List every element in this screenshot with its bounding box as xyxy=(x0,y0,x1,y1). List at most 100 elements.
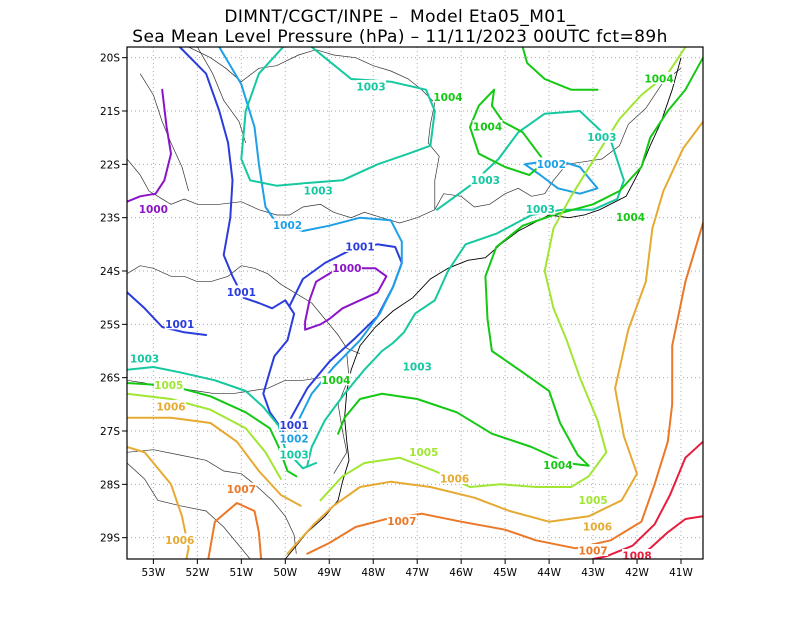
coastline xyxy=(284,57,682,559)
y-axis: 20S 21S 22S 23S 24S 25S 26S 27S 28S 29S xyxy=(100,53,127,545)
contour-label-bg xyxy=(386,514,417,527)
x-tick-label: 50W xyxy=(273,567,297,579)
contour-label-bg xyxy=(536,157,567,170)
contour-label-bg xyxy=(472,120,503,132)
contour-label-bg xyxy=(622,549,653,561)
contour-label-bg xyxy=(586,130,617,143)
contour-label: 1003 xyxy=(403,362,432,374)
contour-label-bg xyxy=(226,285,257,298)
contour-label: 1007 xyxy=(227,484,256,496)
contour-label: 1007 xyxy=(578,546,607,558)
state-border xyxy=(197,47,247,144)
y-tick-label: 23S xyxy=(100,213,120,225)
contour-label: 1004 xyxy=(644,74,673,86)
x-tick-label: 45W xyxy=(493,567,517,579)
contour-label-bg xyxy=(320,373,351,386)
contour-label: 1006 xyxy=(165,535,194,547)
contour-label: 1002 xyxy=(273,220,302,232)
state-border xyxy=(434,68,682,210)
contour-label: 1007 xyxy=(387,516,416,528)
contour-label: 1003 xyxy=(130,354,159,366)
contour-label-bg xyxy=(402,360,433,372)
contour-label-bg xyxy=(155,400,186,412)
x-tick-label: 42W xyxy=(625,567,649,579)
contour-1002 xyxy=(218,47,403,438)
contour-1003 xyxy=(306,110,625,467)
x-tick-label: 44W xyxy=(537,567,561,579)
contour-1006 xyxy=(286,120,703,555)
contour-1004 xyxy=(469,88,546,176)
y-tick-label: 20S xyxy=(100,53,120,65)
contour-label: 1002 xyxy=(279,434,308,446)
contour-label-bg xyxy=(542,458,573,471)
contour-label: 1001 xyxy=(279,420,308,432)
contour-label: 1005 xyxy=(578,495,607,507)
contour-1001 xyxy=(178,47,403,432)
contour-label: 1003 xyxy=(587,132,616,144)
x-tick-label: 46W xyxy=(449,567,473,579)
contour-label: 1005 xyxy=(154,380,183,392)
x-tick-label: 41W xyxy=(669,567,693,579)
contour-1002 xyxy=(523,160,599,195)
contour-label: 1001 xyxy=(345,242,374,254)
contour-label: 1004 xyxy=(616,212,645,224)
contour-label: 1003 xyxy=(471,175,500,187)
x-tick-label: 53W xyxy=(142,567,166,579)
contour-label: 1003 xyxy=(279,450,308,462)
contour-1006 xyxy=(127,416,302,507)
contour-label-bg xyxy=(272,218,303,231)
contour-label-bg xyxy=(578,544,609,556)
contour-labels: 1000 1000 1001 1001 1001 1001 1002 1002 1002 1003… xyxy=(129,72,675,563)
x-tick-label: 43W xyxy=(581,567,605,579)
contour-label-bg xyxy=(279,448,310,460)
state-border xyxy=(127,449,297,554)
contour-label-bg xyxy=(279,432,310,444)
chart-title-line1: DIMNT/CGCT/INPE – Model Eta05_M01_ xyxy=(224,7,576,27)
y-tick-label: 24S xyxy=(100,266,120,278)
contour-label-bg xyxy=(279,418,310,431)
contour-label-bg xyxy=(226,482,257,495)
contour-label: 1004 xyxy=(473,122,502,134)
contour-label-bg xyxy=(578,493,609,506)
y-tick-label: 25S xyxy=(100,319,120,331)
contour-1008 xyxy=(592,440,703,559)
contour-label-bg xyxy=(582,520,613,532)
contour-label: 1003 xyxy=(304,186,333,198)
contour-label: 1006 xyxy=(440,474,469,486)
x-axis: 53W 52W 51W 50W 49W 48W 47W 46W 45W 44W 43W 42W 41W xyxy=(142,559,694,579)
y-tick-label: 21S xyxy=(100,106,120,118)
state-border xyxy=(127,158,435,224)
contour-label-bg xyxy=(408,445,439,458)
contour-label-bg xyxy=(525,202,556,215)
contour-label-bg xyxy=(345,240,376,252)
x-tick-label: 49W xyxy=(317,567,341,579)
state-border xyxy=(127,462,251,559)
contour-label: 1001 xyxy=(165,319,194,331)
geography-layer xyxy=(127,47,682,559)
contour-label: 1001 xyxy=(227,287,256,299)
contour-label-bg xyxy=(129,352,160,364)
contour-label-bg xyxy=(432,90,463,103)
contour-1007 xyxy=(306,222,703,555)
contour-label: 1000 xyxy=(139,204,168,216)
contour-label: 1002 xyxy=(537,159,566,171)
x-tick-label: 51W xyxy=(229,567,253,579)
state-border xyxy=(188,47,440,210)
chart-title-line2: Sea Mean Level Pressure (hPa) – 11/11/20… xyxy=(132,27,668,47)
contour-label-bg xyxy=(164,533,195,546)
y-tick-label: 28S xyxy=(100,479,120,491)
y-tick-label: 22S xyxy=(100,159,120,171)
contour-label: 1004 xyxy=(543,460,572,472)
contour-1004 xyxy=(337,56,703,467)
contour-label: 1003 xyxy=(526,204,555,216)
contour-label-bg xyxy=(356,80,387,92)
contour-label-bg xyxy=(644,72,675,84)
y-tick-label: 26S xyxy=(100,373,120,385)
contour-label: 1006 xyxy=(156,402,185,414)
x-tick-label: 47W xyxy=(405,567,429,579)
contour-label: 1005 xyxy=(409,447,438,459)
contour-label: 1004 xyxy=(321,375,350,387)
contour-1000 xyxy=(127,88,172,203)
contour-label-bg xyxy=(153,378,184,391)
